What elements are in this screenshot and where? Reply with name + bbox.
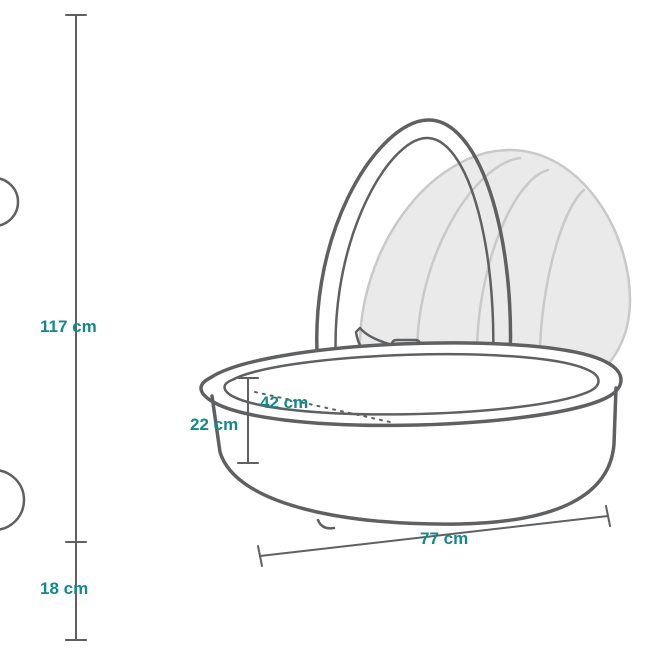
label-22cm: 22 cm: [190, 415, 238, 434]
left-partial-arc-bottom: [0, 470, 24, 530]
bassinet-basket: [201, 343, 621, 529]
label-42cm: 42 cm: [260, 393, 308, 412]
label-117cm: 117 cm: [40, 317, 97, 336]
label-77cm: 77 cm: [420, 529, 468, 548]
label-18cm: 18 cm: [40, 579, 88, 598]
left-partial-arc-top: [0, 178, 18, 226]
bassinet-dimension-diagram: 117 cm 18 cm 22 cm 42 cm 77 cm: [0, 0, 660, 660]
basket-foot: [318, 520, 334, 528]
